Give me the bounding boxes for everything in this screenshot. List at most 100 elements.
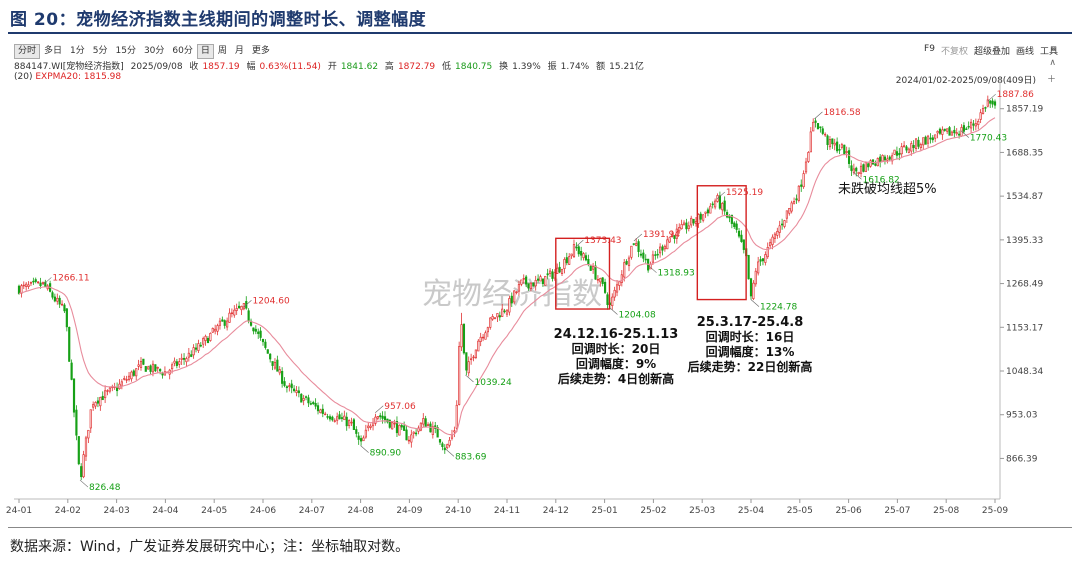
- period-button-2[interactable]: 1分: [70, 46, 85, 56]
- period-button-10[interactable]: 更多: [251, 46, 270, 56]
- candle-body: [359, 438, 363, 442]
- candle-body: [391, 422, 394, 430]
- candle-body: [142, 358, 145, 365]
- candle-body: [398, 424, 401, 436]
- candle-body: [261, 338, 265, 343]
- candle-body: [670, 234, 674, 237]
- candle-body: [826, 135, 829, 145]
- x-tick-label: 24-10: [445, 506, 471, 516]
- x-tick-label: 25-07: [884, 506, 910, 516]
- candle-body: [938, 128, 942, 134]
- candle-body: [171, 364, 174, 370]
- candle-body: [410, 434, 413, 443]
- candle-body: [53, 296, 56, 302]
- toolbar-item-3[interactable]: 画线: [1015, 47, 1034, 57]
- candle-body: [843, 144, 846, 155]
- candle-body: [893, 149, 896, 155]
- quote-code: 884147.WI[宠物经济指数]: [14, 62, 124, 72]
- candle-body: [474, 349, 477, 358]
- candle-body: [862, 164, 865, 172]
- candle-body: [895, 151, 899, 156]
- highlight-box: [696, 185, 747, 301]
- candle-body: [855, 167, 858, 172]
- toolbar-item-4[interactable]: 工具: [1039, 47, 1058, 57]
- x-tick-label: 24-09: [396, 506, 422, 516]
- price-label: 883.69: [455, 452, 487, 462]
- candle-body: [749, 278, 753, 297]
- candle-body: [417, 427, 420, 432]
- candle-body: [979, 112, 982, 120]
- candle-body: [529, 282, 533, 289]
- y-tick-label: 866.39: [1006, 454, 1038, 464]
- candle-body: [596, 279, 599, 281]
- candle-body: [737, 230, 741, 237]
- period-button-9[interactable]: 月: [234, 46, 244, 56]
- candlestick-chart[interactable]: 866.39 953.03 1048.34 1153.17 1268.49 1395.33…: [0, 0, 1080, 526]
- candle-body: [144, 366, 147, 372]
- period-button-5[interactable]: 30分: [143, 46, 165, 56]
- period-button-3[interactable]: 5分: [92, 46, 108, 56]
- candle-body: [989, 100, 992, 104]
- candle-body: [175, 361, 178, 366]
- x-tick-label: 25-01: [592, 506, 618, 516]
- candle-body: [41, 281, 45, 284]
- candle-body: [484, 332, 487, 340]
- candle-body: [149, 365, 152, 372]
- toolbar-item-2[interactable]: 超级叠加: [973, 47, 1010, 57]
- toolbar-item-1[interactable]: 不复权: [940, 47, 968, 57]
- plus-icon[interactable]: ＋: [1046, 75, 1056, 85]
- candle-body: [276, 359, 279, 372]
- period-button-8[interactable]: 周: [217, 46, 227, 56]
- price-label: 1204.08: [618, 310, 655, 320]
- period-button-0[interactable]: 分时: [14, 44, 41, 59]
- candle-body: [807, 152, 810, 162]
- candle-body: [259, 330, 262, 338]
- candle-body: [89, 409, 92, 429]
- candle-body: [182, 357, 186, 360]
- candle-body: [824, 133, 827, 136]
- price-label-leader: [445, 449, 455, 457]
- candle-body: [661, 246, 664, 251]
- candle-body: [285, 386, 289, 389]
- chevron-up-icon[interactable]: ∧: [1049, 58, 1056, 68]
- candle-body: [690, 217, 693, 226]
- candle-body: [556, 267, 559, 274]
- amount-label: 额: [596, 62, 606, 72]
- open-label: 开: [327, 62, 337, 72]
- candle-body: [355, 429, 358, 434]
- candle-body: [623, 262, 626, 278]
- period-button-1[interactable]: 多日: [44, 46, 63, 56]
- candle-body: [558, 266, 561, 273]
- candle-body: [804, 161, 808, 173]
- candle-body: [630, 245, 633, 258]
- candle-body: [190, 354, 193, 357]
- period-button-6[interactable]: 60分: [172, 46, 193, 56]
- candle-body: [778, 225, 781, 233]
- price-label: 1816.58: [823, 108, 860, 118]
- candle-body: [888, 156, 891, 160]
- candle-body: [723, 200, 726, 212]
- candle-body: [214, 328, 217, 332]
- toolbar-item-0[interactable]: F9: [924, 44, 935, 54]
- y-tick-label: 1688.35: [1006, 148, 1043, 158]
- candle-body: [898, 152, 901, 156]
- candle-body: [527, 283, 530, 289]
- candle-body: [694, 221, 698, 225]
- price-label-leader: [375, 405, 384, 414]
- price-label: 1224.78: [760, 303, 797, 313]
- candle-body: [513, 290, 516, 303]
- candle-body: [685, 222, 688, 230]
- period-button-4[interactable]: 15分: [115, 46, 136, 56]
- candle-body: [828, 139, 832, 148]
- collapse-icon[interactable]: «: [1050, 44, 1056, 54]
- period-button-7[interactable]: 日: [196, 44, 214, 59]
- candle-body: [517, 284, 521, 292]
- amplitude-label: 振: [547, 62, 557, 72]
- candle-body: [446, 444, 449, 449]
- candle-body: [663, 245, 666, 250]
- candle-body: [926, 135, 930, 144]
- candle-body: [147, 366, 150, 370]
- candle-body: [539, 276, 542, 282]
- candle-body: [625, 261, 628, 265]
- candle-body: [192, 347, 195, 356]
